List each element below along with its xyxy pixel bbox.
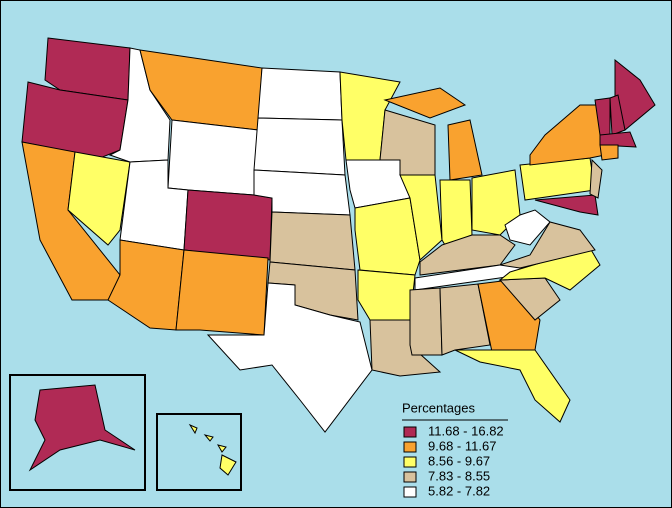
legend-label: 11.68 - 16.82	[428, 423, 504, 438]
legend-title: Percentages	[402, 400, 475, 415]
state	[447, 119, 483, 181]
state	[206, 282, 373, 433]
legend-swatch	[403, 471, 417, 483]
hawaii-inset	[156, 413, 242, 491]
legend-label: 9.68 - 11.67	[428, 438, 496, 453]
state	[203, 434, 214, 442]
legend-swatch	[403, 426, 417, 438]
state	[504, 209, 551, 246]
legend-swatch	[403, 441, 417, 453]
state	[609, 94, 626, 136]
state	[589, 158, 603, 199]
state	[188, 423, 198, 435]
legend-label: 5.82 - 7.82	[428, 483, 490, 498]
state	[599, 131, 637, 148]
state	[354, 197, 421, 276]
state	[183, 189, 273, 261]
state	[409, 287, 443, 356]
state	[399, 174, 443, 261]
legend-label: 8.56 - 9.67	[428, 453, 490, 468]
state	[454, 349, 571, 423]
alaska-inset	[9, 374, 146, 491]
legend-swatch	[403, 456, 417, 468]
state	[269, 211, 356, 271]
legend-label: 7.83 - 8.55	[428, 468, 490, 483]
state	[599, 144, 619, 161]
state	[439, 179, 473, 246]
state	[67, 151, 131, 246]
state	[257, 67, 343, 121]
state	[499, 221, 596, 269]
state	[534, 194, 599, 216]
state	[175, 249, 269, 336]
state	[357, 269, 416, 321]
legend-swatch	[403, 486, 417, 498]
legend: Percentages 11.68 - 16.829.68 - 11.678.5…	[402, 400, 508, 498]
state	[253, 117, 346, 176]
state	[419, 234, 516, 276]
states	[21, 37, 656, 476]
state	[167, 119, 259, 196]
state	[383, 87, 467, 119]
state	[219, 454, 237, 476]
state	[439, 283, 491, 356]
state	[28, 384, 136, 472]
state	[216, 444, 227, 453]
